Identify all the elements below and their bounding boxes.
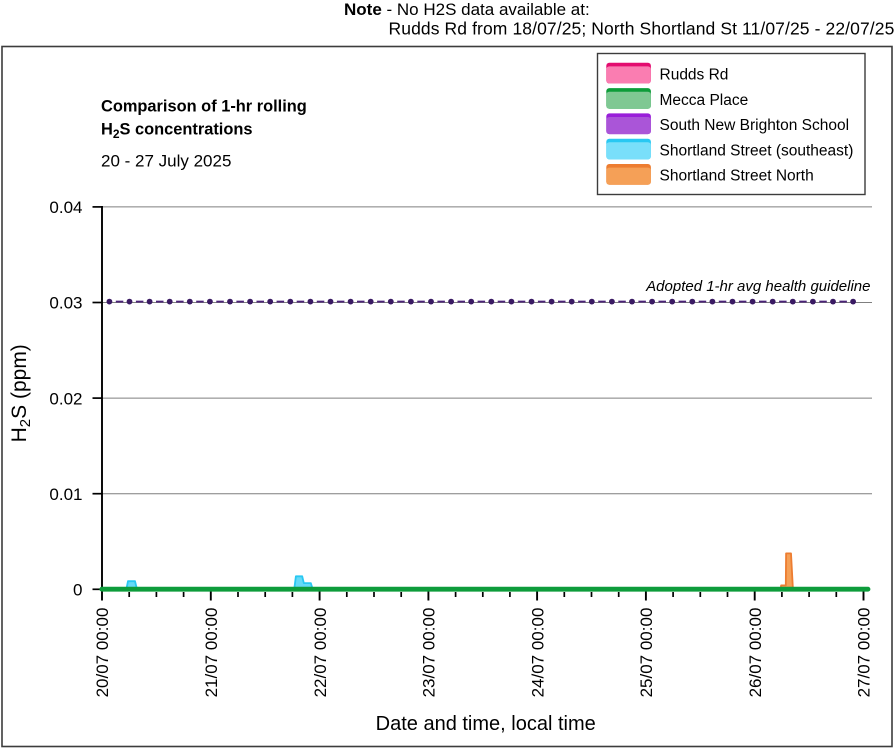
- svg-text:H2S (ppm): H2S (ppm): [8, 344, 34, 442]
- svg-text:Rudds Rd: Rudds Rd: [660, 67, 729, 84]
- svg-text:Comparison of 1-hr rolling: Comparison of 1-hr rolling: [101, 98, 307, 116]
- svg-text:Rudds Rd from 18/07/25; North: Rudds Rd from 18/07/25; North Shortland …: [389, 19, 894, 39]
- svg-text:0.03: 0.03: [49, 294, 82, 313]
- svg-text:0: 0: [73, 581, 82, 600]
- svg-text:Note - No H2S data available a: Note - No H2S data available at:: [344, 0, 590, 19]
- svg-text:20 - 27 July 2025: 20 - 27 July 2025: [101, 152, 231, 171]
- svg-text:22/07 00:00: 22/07 00:00: [311, 608, 330, 698]
- svg-text:0.01: 0.01: [49, 485, 82, 504]
- svg-text:27/07 00:00: 27/07 00:00: [855, 608, 874, 698]
- svg-text:Date and time, local time: Date and time, local time: [376, 713, 596, 735]
- svg-text:0.04: 0.04: [49, 198, 82, 217]
- svg-text:26/07 00:00: 26/07 00:00: [746, 608, 765, 698]
- svg-text:H2S concentrations: H2S concentrations: [101, 121, 253, 142]
- svg-text:Shortland Street North: Shortland Street North: [660, 168, 814, 185]
- svg-text:Mecca Place: Mecca Place: [660, 92, 749, 109]
- svg-text:South New Brighton School: South New Brighton School: [660, 117, 850, 134]
- svg-text:Shortland Street (southeast): Shortland Street (southeast): [660, 142, 854, 159]
- svg-text:20/07 00:00: 20/07 00:00: [93, 608, 112, 698]
- svg-text:23/07 00:00: 23/07 00:00: [420, 608, 439, 698]
- svg-text:24/07 00:00: 24/07 00:00: [528, 608, 547, 698]
- svg-text:25/07 00:00: 25/07 00:00: [637, 608, 656, 698]
- svg-text:21/07 00:00: 21/07 00:00: [202, 608, 221, 698]
- svg-text:0.02: 0.02: [49, 389, 82, 408]
- svg-text:Adopted 1-hr avg health guidel: Adopted 1-hr avg health guideline: [645, 278, 870, 295]
